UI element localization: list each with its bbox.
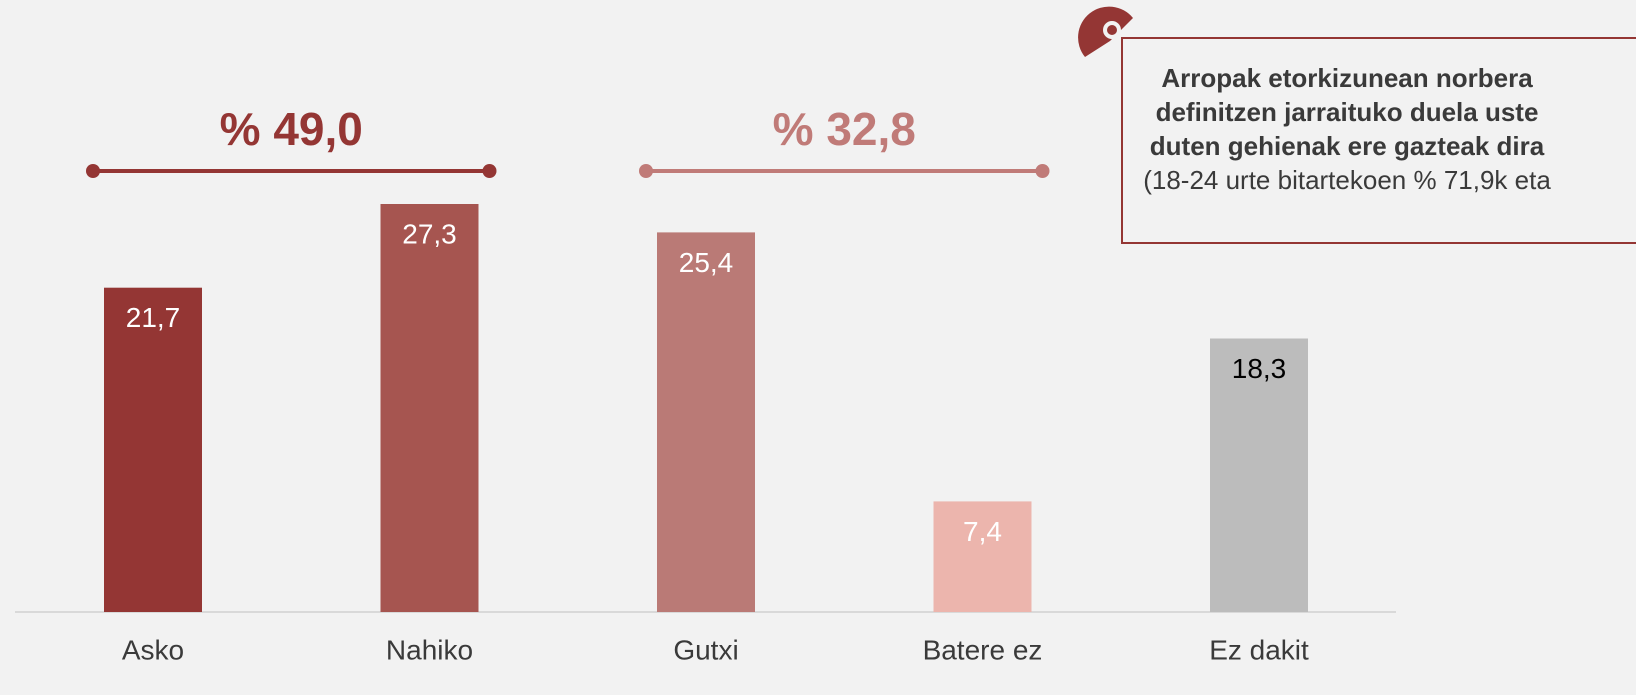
x-tick-label: Gutxi [673, 634, 738, 665]
bracket-end [482, 164, 497, 178]
x-tick-label: Asko [122, 634, 184, 665]
bracket-label: % 32,8 [773, 103, 916, 155]
note-box: Arropak etorkizunean norbera definitzen … [1121, 37, 1636, 244]
icon-detail [1103, 21, 1121, 39]
note-text: Arropak etorkizunean norbera definitzen … [1123, 39, 1571, 197]
note-title: Arropak etorkizunean norbera definitzen … [1149, 63, 1545, 161]
bracket-end [639, 164, 653, 178]
bracket-end [86, 164, 100, 178]
note-body: (18-24 urte bitartekoen % 71,9k eta [1143, 165, 1551, 195]
bar [380, 204, 479, 612]
value-label: 7,4 [963, 516, 1002, 547]
x-tick-label: Nahiko [386, 634, 473, 665]
bar [1210, 338, 1308, 612]
bar [104, 287, 202, 612]
bracket-label: % 49,0 [220, 103, 363, 155]
bracket-end [1035, 164, 1050, 178]
bar [657, 232, 755, 612]
x-tick-label: Ez dakit [1209, 634, 1309, 665]
bar [933, 501, 1032, 612]
value-label: 21,7 [126, 302, 181, 333]
x-tick-label: Batere ez [923, 634, 1043, 665]
value-label: 18,3 [1232, 353, 1287, 384]
value-label: 25,4 [679, 247, 734, 278]
value-label: 27,3 [402, 218, 457, 249]
